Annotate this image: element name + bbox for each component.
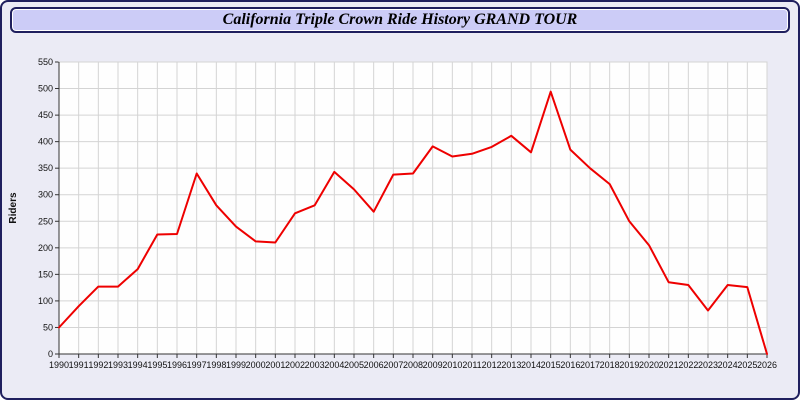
x-tick-label: 1995 [147,360,167,370]
x-tick-label: 2006 [364,360,384,370]
x-tick-label: 2016 [560,360,580,370]
x-tick-label: 2011 [462,360,481,370]
x-tick-label: 2025 [737,360,757,370]
x-tick-label: 2024 [718,360,738,370]
y-tick-label: 500 [38,84,53,94]
x-tick-label: 2013 [501,360,521,370]
y-tick-label: 250 [38,216,53,226]
chart-title: California Triple Crown Ride History GRA… [10,7,790,33]
x-tick-label: 2005 [344,360,364,370]
x-tick-label: 2017 [580,360,600,370]
x-tick-label: 2000 [246,360,266,370]
x-tick-label: 2001 [265,360,285,370]
x-tick-label: 1998 [206,360,226,370]
x-tick-label: 2018 [600,360,620,370]
x-tick-label: 2003 [305,360,325,370]
x-tick-label: 1996 [167,360,187,370]
y-axis-title: Riders [8,192,19,224]
x-tick-label: 2009 [423,360,443,370]
riders-series-line [58,90,768,355]
x-tick-label: 2012 [482,360,502,370]
y-tick-label: 550 [38,57,53,67]
x-tick-label: 2020 [639,360,659,370]
y-tick-label: 50 [43,322,53,332]
x-tick-label: 2026 [757,360,777,370]
x-tick-label: 1993 [108,360,128,370]
x-tick-label: 1991 [69,360,89,370]
x-tick-label: 1992 [88,360,108,370]
x-tick-label: 1997 [187,360,207,370]
x-tick-label: 2007 [383,360,403,370]
x-tick-label: 2022 [678,360,698,370]
x-tick-label: 2015 [541,360,561,370]
y-tick-label: 350 [38,163,53,173]
x-tick-label: 2014 [521,360,541,370]
x-tick-label: 2023 [698,360,718,370]
x-tick-label: 2002 [285,360,305,370]
x-tick-label: 2008 [403,360,423,370]
y-tick-label: 150 [38,269,53,279]
x-tick-label: 1994 [128,360,148,370]
x-tick-label: 1990 [49,360,69,370]
y-tick-label: 100 [38,296,53,306]
y-tick-label: 0 [48,349,53,359]
y-tick-label: 450 [38,110,53,120]
x-tick-label: 2019 [619,360,639,370]
x-tick-label: 2010 [442,360,462,370]
chart-area: 0 50 100 150 200 250 300 350 400 450 500 550 1990 199… [2,38,798,398]
y-tick-label: 400 [38,137,53,147]
y-tick-label: 200 [38,243,53,253]
x-tick-label: 2021 [659,360,679,370]
y-tick-label: 300 [38,190,53,200]
x-tick-label: 2004 [324,360,344,370]
x-tick-label: 1999 [226,360,246,370]
